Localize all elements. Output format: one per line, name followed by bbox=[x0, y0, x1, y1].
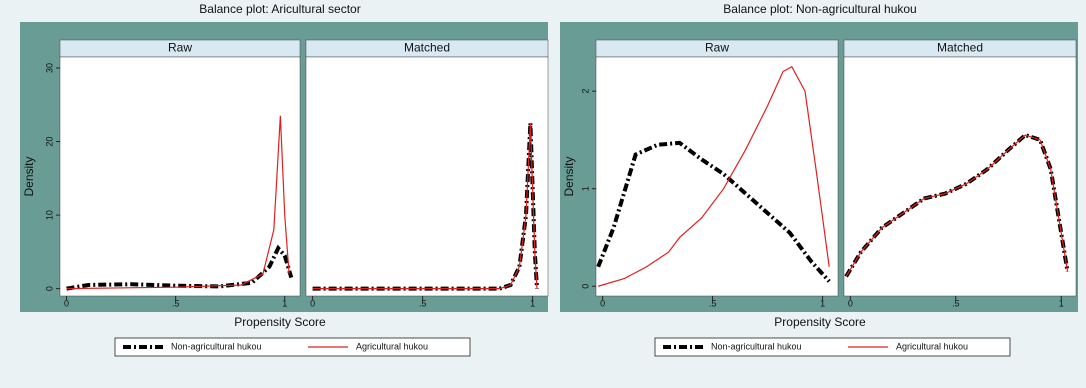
x-tick-label: 1 bbox=[530, 298, 535, 308]
density-line bbox=[598, 65, 830, 287]
legend-label: Non-agricultural hukou bbox=[171, 341, 262, 351]
chart-title: Balance plot: Non-agricultural hukou bbox=[723, 2, 916, 16]
x-tick-label: 1 bbox=[1059, 298, 1064, 308]
panel-title: Matched bbox=[404, 41, 450, 55]
x-tick-label: 0 bbox=[64, 298, 69, 308]
y-tick-label: 1 bbox=[580, 186, 590, 191]
x-axis-label: Propensity Score bbox=[774, 315, 866, 329]
plot-area bbox=[595, 56, 839, 297]
density-line bbox=[66, 115, 290, 290]
x-tick-label: .5 bbox=[952, 298, 960, 308]
legend-label: Agricultural hukou bbox=[896, 341, 968, 351]
x-tick-label: 0 bbox=[848, 298, 853, 308]
y-tick-label: 2 bbox=[580, 89, 590, 94]
panel-title: Raw bbox=[705, 41, 729, 55]
x-tick-label: 1 bbox=[820, 298, 825, 308]
legend-label: Agricultural hukou bbox=[356, 341, 428, 351]
chart-title: Balance plot: Aricultural sector bbox=[199, 2, 360, 16]
x-tick-label: 0 bbox=[600, 298, 605, 308]
x-tick-label: .5 bbox=[709, 298, 717, 308]
legend-label: Non-agricultural hukou bbox=[711, 341, 802, 351]
y-tick-label: 0 bbox=[580, 284, 590, 289]
plot-area bbox=[843, 56, 1077, 297]
density-line bbox=[845, 134, 1069, 277]
panel-title: Raw bbox=[168, 41, 192, 55]
x-tick-label: 1 bbox=[282, 298, 287, 308]
x-tick-label: .5 bbox=[419, 298, 427, 308]
y-tick-label: 0 bbox=[44, 286, 54, 291]
y-tick-label: 10 bbox=[44, 210, 54, 220]
plot-area bbox=[305, 56, 549, 297]
y-axis-label: Density bbox=[562, 156, 576, 196]
y-tick-label: 30 bbox=[44, 63, 54, 73]
x-tick-label: 0 bbox=[310, 298, 315, 308]
y-axis-label: Density bbox=[22, 156, 36, 196]
legend-box bbox=[654, 337, 1011, 357]
density-line bbox=[66, 244, 294, 291]
y-tick-label: 20 bbox=[44, 137, 54, 147]
x-tick-label: .5 bbox=[172, 298, 180, 308]
x-axis-label: Propensity Score bbox=[234, 315, 326, 329]
density-line bbox=[312, 123, 538, 290]
plot-area bbox=[59, 56, 301, 297]
legend-box bbox=[114, 337, 471, 357]
panel-title: Matched bbox=[937, 41, 983, 55]
